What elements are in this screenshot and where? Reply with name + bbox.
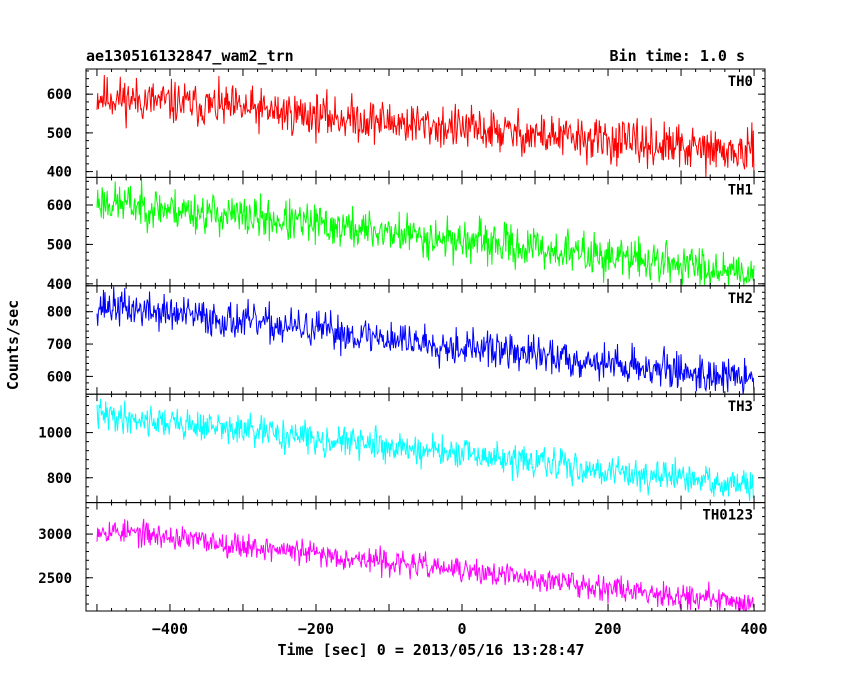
y-tick-label: 1000 <box>38 426 72 442</box>
x-tick-label: −400 <box>152 620 188 638</box>
x-axis-label: Time [sec] 0 = 2013/05/16 13:28:47 <box>277 641 584 659</box>
x-tick-label: −200 <box>298 620 334 638</box>
y-tick-label: 700 <box>47 337 72 353</box>
panel-th2: 600 700 800 TH2 <box>47 285 766 395</box>
y-tick-label: 500 <box>47 126 72 142</box>
x-tick-label: 0 <box>457 620 466 638</box>
y-tick-label: 500 <box>47 237 72 253</box>
y-tick-label: 600 <box>47 87 72 103</box>
y-tick-label: 3000 <box>38 527 72 543</box>
chart-title: ae130516132847_wam2_trn <box>86 47 294 65</box>
y-axis-label: Counts/sec <box>4 300 22 390</box>
panel-label: TH0 <box>728 74 753 90</box>
series-line-th1 <box>96 177 755 286</box>
panel-label: TH0123 <box>702 508 753 524</box>
y-tick-label: 2500 <box>38 571 72 587</box>
panel-label: TH1 <box>728 182 753 198</box>
panels-group: 400 500 600 TH0 400 500 600 TH1 600 700 800 TH2 800 1… <box>38 68 766 612</box>
panel-label: TH2 <box>728 291 753 307</box>
series-line-th0123 <box>96 518 755 612</box>
series-line-th3 <box>96 398 755 501</box>
x-tick-label: 400 <box>741 620 768 638</box>
y-tick-label: 800 <box>47 471 72 487</box>
x-axis: −400 −200 0 200 400 <box>152 620 768 638</box>
y-tick-label: 600 <box>47 198 72 214</box>
y-tick-label: 800 <box>47 305 72 321</box>
panel-th1: 400 500 600 TH1 <box>47 176 766 293</box>
y-tick-label: 400 <box>47 277 72 293</box>
panel-th0123: 2500 3000 TH0123 <box>38 502 766 612</box>
panel-frame <box>85 502 766 612</box>
bin-time-label: Bin time: 1.0 s <box>610 47 745 65</box>
x-tick-label: 200 <box>594 620 621 638</box>
panel-th0: 400 500 600 TH0 <box>47 68 766 181</box>
y-tick-label: 400 <box>47 165 72 181</box>
series-line-th2 <box>96 286 755 395</box>
panel-th3: 800 1000 TH3 <box>38 393 766 504</box>
y-tick-label: 600 <box>47 369 72 385</box>
series-line-th0 <box>96 74 755 178</box>
panel-label: TH3 <box>728 399 753 415</box>
